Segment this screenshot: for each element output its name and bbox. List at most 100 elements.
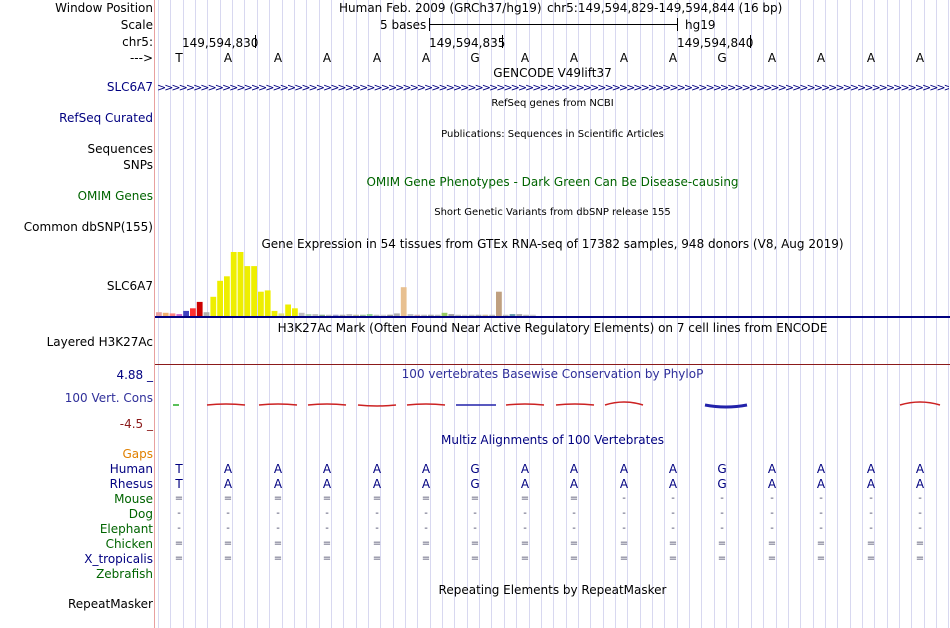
omim-label[interactable]: OMIM Genes <box>77 189 153 203</box>
gtex-tissue-bar[interactable] <box>162 312 169 316</box>
multiz-base: - <box>918 493 922 504</box>
grid-line <box>491 0 492 628</box>
multiz-base: = <box>816 553 826 564</box>
repeatmasker-label[interactable]: RepeatMasker <box>67 597 153 611</box>
multiz-base: A <box>223 477 233 491</box>
strand-label: ---> <box>129 51 153 65</box>
gtex-tissue-bar[interactable] <box>298 312 305 316</box>
position-text[interactable]: chr5:149,594,829-149,594,844 (16 bp) <box>547 1 783 15</box>
phylop-label[interactable]: 100 Vert. Cons <box>64 391 153 405</box>
grid-line <box>800 0 801 628</box>
multiz-base: = <box>668 538 678 549</box>
multiz-base: = <box>520 538 530 549</box>
sequence-base: A <box>668 51 678 65</box>
dbsnp-label[interactable]: Common dbSNP(155) <box>23 220 153 234</box>
gtex-tissue-bar[interactable] <box>380 314 387 316</box>
multiz-species-label[interactable]: Chicken <box>105 537 153 551</box>
gtex-label[interactable]: SLC6A7 <box>106 279 153 293</box>
gtex-tissue-bar[interactable] <box>244 266 251 316</box>
gtex-tissue-bar[interactable] <box>176 314 183 316</box>
grid-line <box>701 0 702 628</box>
gtex-tissue-bar[interactable] <box>360 314 366 316</box>
scale-text: 5 bases <box>380 18 427 32</box>
multiz-base: - <box>720 493 724 504</box>
gtex-tissue-bar[interactable] <box>210 296 217 316</box>
grid-line <box>442 0 443 628</box>
dbsnp-title[interactable]: Short Genetic Variants from dbSNP releas… <box>434 207 671 218</box>
publications-title[interactable]: Publications: Sequences in Scientific Ar… <box>441 129 664 140</box>
gtex-tissue-bar[interactable] <box>455 314 461 316</box>
multiz-base: T <box>175 477 183 491</box>
grid-line <box>158 0 159 628</box>
multiz-species-label[interactable]: Gaps <box>122 447 153 461</box>
gtex-tissue-bar[interactable] <box>332 314 339 316</box>
multiz-base: A <box>569 462 579 476</box>
gtex-tissue-bar[interactable] <box>468 314 475 316</box>
publications-label[interactable]: Sequences <box>87 142 153 156</box>
h3k27ac-title[interactable]: H3K27Ac Mark (Often Found Near Active Re… <box>277 321 828 335</box>
gtex-tissue-bar[interactable] <box>394 313 400 316</box>
multiz-base: = <box>915 538 925 549</box>
multiz-species-label[interactable]: X_tropicalis <box>84 552 153 566</box>
gtex-tissue-bar[interactable] <box>183 310 189 316</box>
gtex-tissue-bar[interactable] <box>319 314 325 316</box>
refseq-label[interactable]: RefSeq Curated <box>59 111 153 125</box>
grid-line <box>566 0 567 628</box>
repeatmasker-title[interactable]: Repeating Elements by RepeatMasker <box>438 583 667 597</box>
grid-line <box>664 0 665 628</box>
grid-line <box>751 0 752 628</box>
multiz-base: - <box>622 493 626 504</box>
gtex-tissue-bar[interactable] <box>285 304 291 317</box>
refseq-title[interactable]: RefSeq genes from NCBI <box>491 98 614 109</box>
gencode-gene-label[interactable]: SLC6A7 <box>106 80 153 94</box>
grid-line <box>862 0 863 628</box>
grid-line <box>911 0 912 628</box>
multiz-title[interactable]: Multiz Alignments of 100 Vertebrates <box>440 433 665 447</box>
sequence-base: A <box>866 51 876 65</box>
gtex-tissue-bar[interactable] <box>346 314 353 316</box>
multiz-base: - <box>770 508 774 519</box>
gencode-title[interactable]: GENCODE V49lift37 <box>493 66 612 80</box>
snps-label[interactable]: SNPs <box>123 158 153 172</box>
gtex-tissue-bar[interactable] <box>509 314 516 316</box>
phylop-title[interactable]: 100 vertebrates Basewise Conservation by… <box>401 367 704 381</box>
gtex-tissue-bar[interactable] <box>224 276 230 316</box>
gtex-tissue-bar[interactable] <box>237 252 244 316</box>
omim-title[interactable]: OMIM Gene Phenotypes - Dark Green Can Be… <box>366 175 739 189</box>
gtex-tissue-bar[interactable] <box>482 314 489 316</box>
multiz-base: = <box>372 538 382 549</box>
gtex-tissue-bar[interactable] <box>373 314 380 316</box>
grid-line <box>319 0 320 628</box>
multiz-base: = <box>223 553 233 564</box>
gtex-tissue-bar[interactable] <box>258 291 264 316</box>
multiz-species-label[interactable]: Mouse <box>114 492 153 506</box>
multiz-base: - <box>276 523 280 534</box>
multiz-species-label[interactable]: Human <box>109 462 153 476</box>
multiz-base: A <box>915 462 925 476</box>
gtex-tissue-bar[interactable] <box>196 301 203 316</box>
multiz-species-label[interactable]: Elephant <box>99 522 153 536</box>
gtex-tissue-bar[interactable] <box>496 291 502 316</box>
gtex-tissue-bar[interactable] <box>516 314 523 316</box>
multiz-species-label[interactable]: Zebrafish <box>96 567 153 581</box>
h3k27ac-baseline <box>155 364 950 365</box>
multiz-base: G <box>717 462 727 476</box>
grid-line <box>553 0 554 628</box>
phylop-score-mark <box>555 403 595 406</box>
h3k27ac-label[interactable]: Layered H3K27Ac <box>46 335 153 349</box>
gtex-tissue-bar[interactable] <box>530 314 536 316</box>
multiz-species-label[interactable]: Dog <box>128 507 153 521</box>
multiz-base: A <box>322 477 332 491</box>
multiz-base: = <box>322 538 332 549</box>
gtex-tissue-bar[interactable] <box>434 314 441 316</box>
gtex-tissue-bar[interactable] <box>312 314 319 316</box>
gtex-tissue-bar[interactable] <box>271 310 278 316</box>
gtex-tissue-bar[interactable] <box>407 314 414 316</box>
multiz-base: - <box>572 508 576 519</box>
gencode-gene-feature[interactable]: >>>>>>>>>>>>>>>>>>>>>>>>>>>>>>>>>>>>>>>>… <box>157 81 949 94</box>
gtex-tissue-bar[interactable] <box>421 314 427 316</box>
gtex-title[interactable]: Gene Expression in 54 tissues from GTEx … <box>261 237 844 251</box>
grid-line <box>899 0 900 628</box>
multiz-species-label[interactable]: Rhesus <box>109 477 153 491</box>
